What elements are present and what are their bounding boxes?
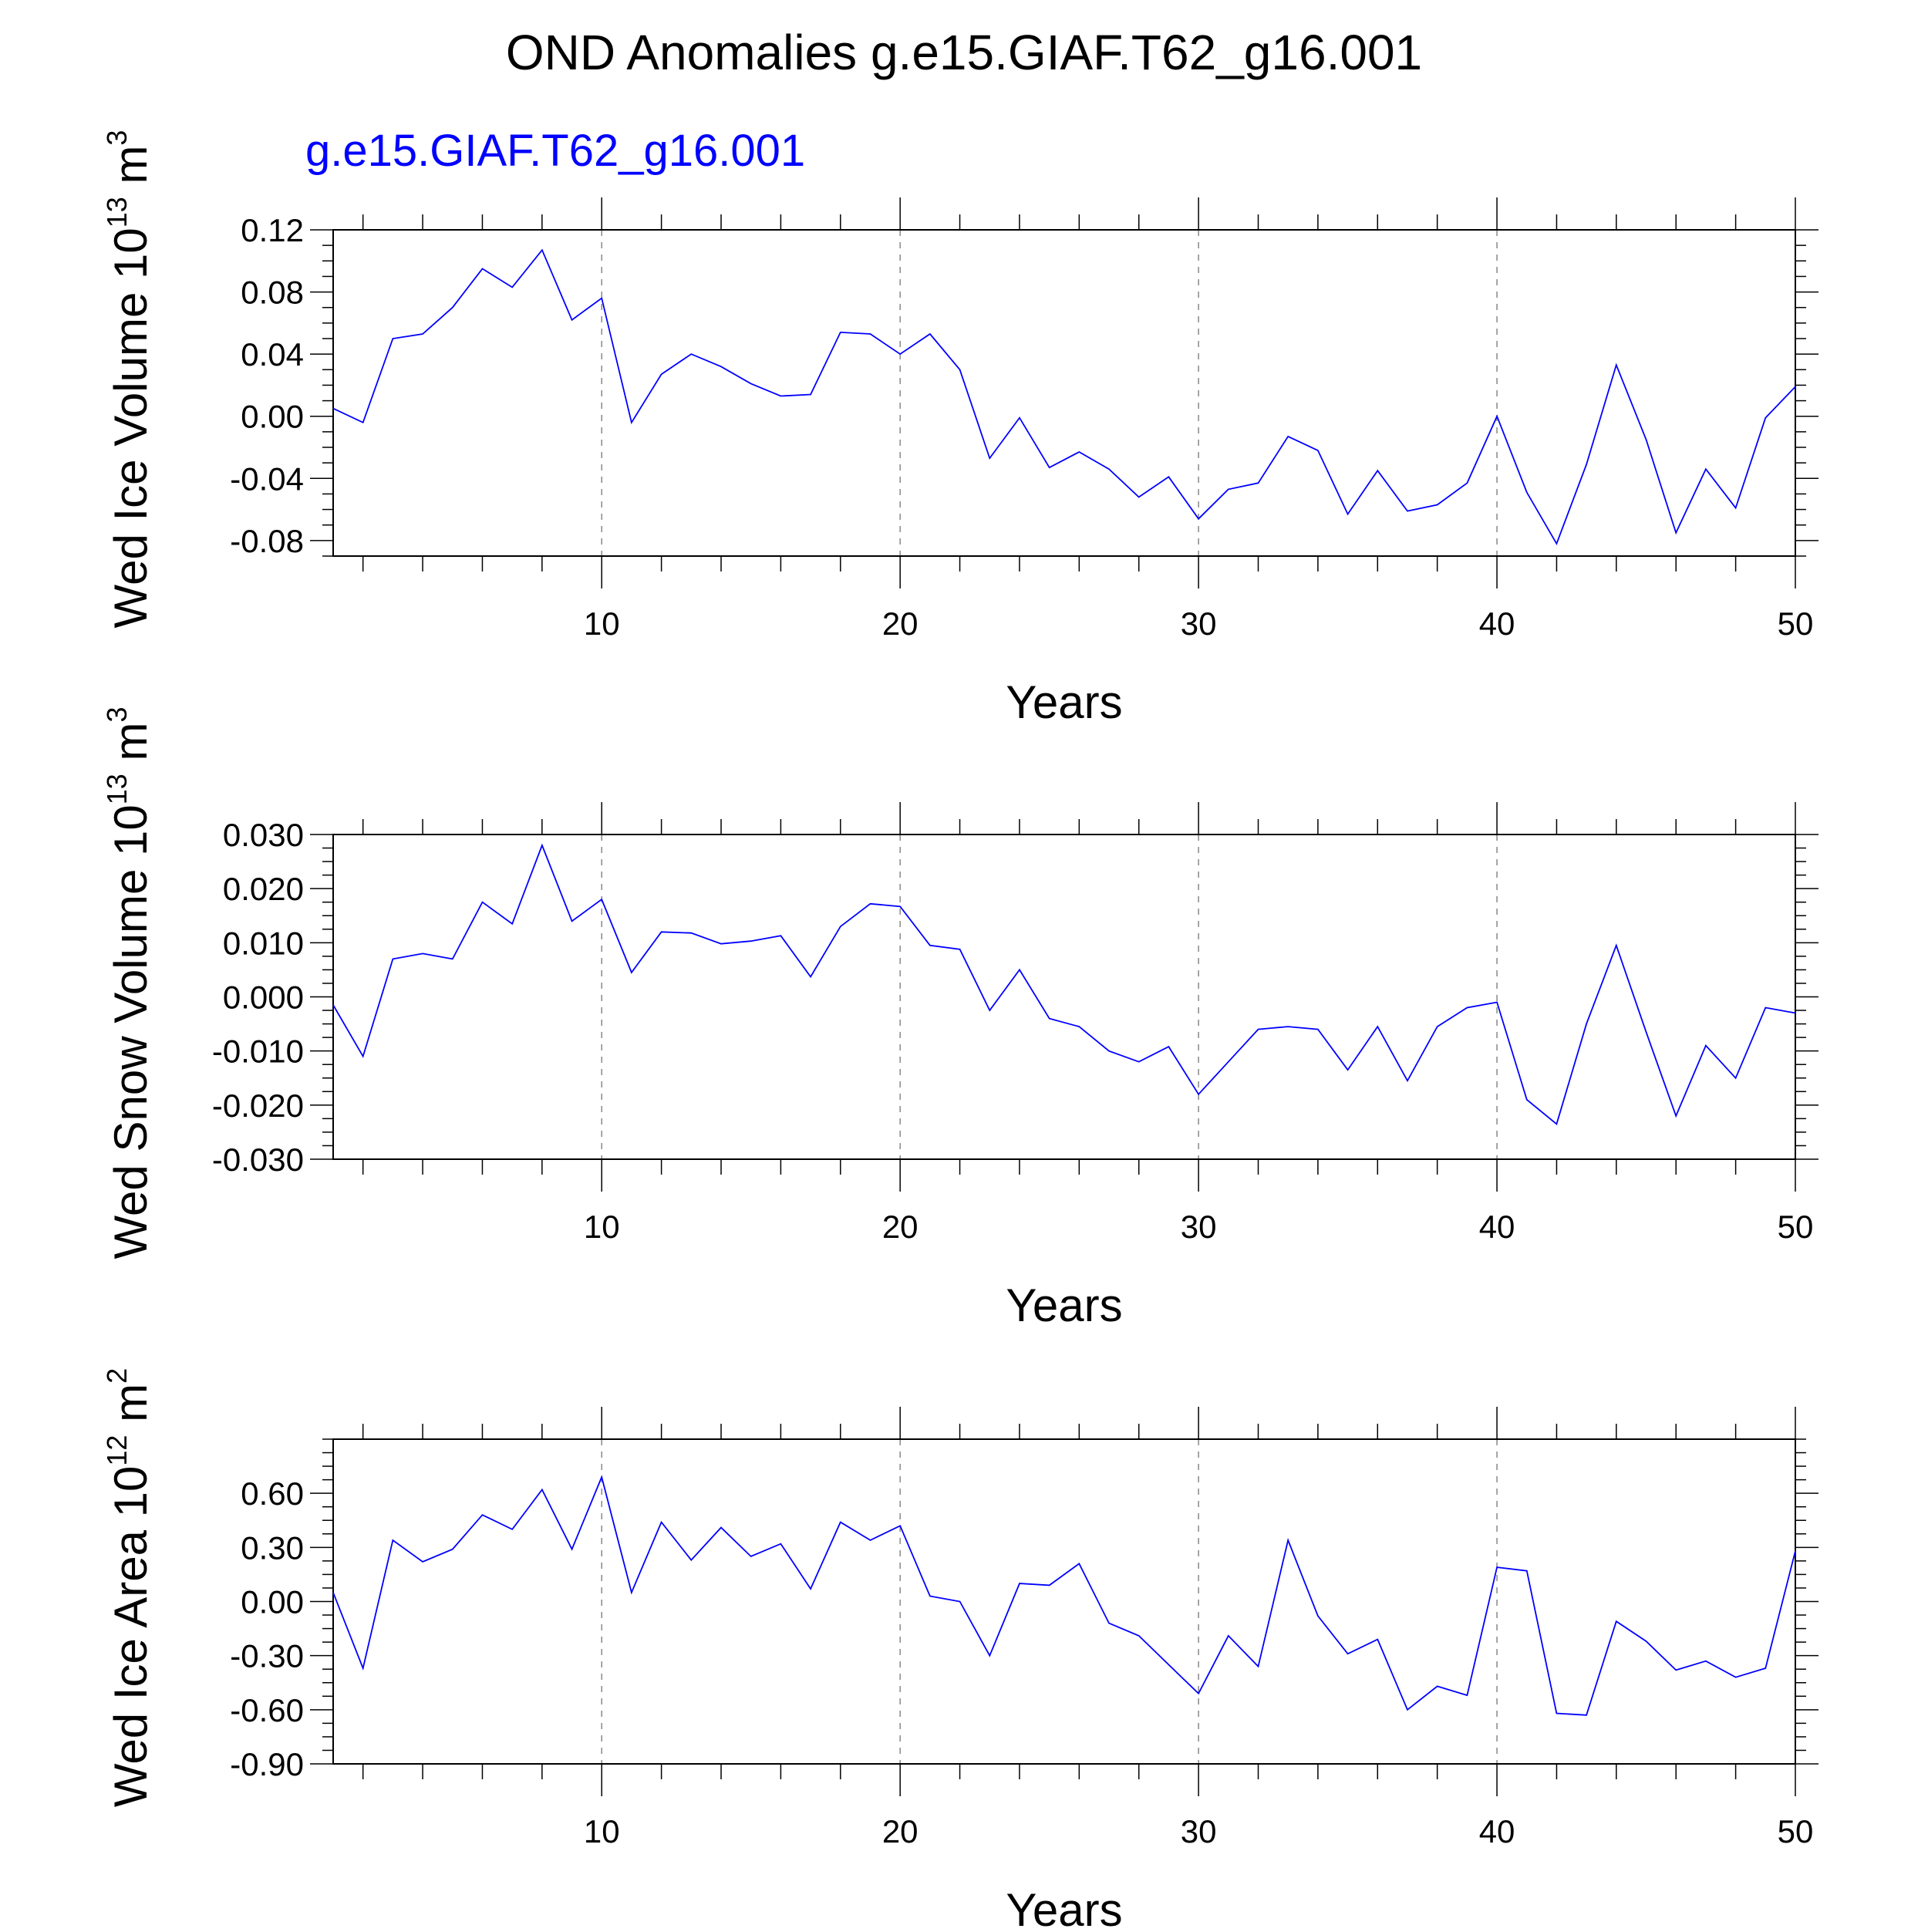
x-tick-label: 50 <box>1778 605 1814 642</box>
series-line <box>332 1475 1796 1716</box>
y-tick-label: 0.010 <box>223 925 304 961</box>
y-tick-label: 0.00 <box>241 399 304 435</box>
x-tick-label: 40 <box>1479 605 1515 642</box>
x-tick-label: 30 <box>1181 1209 1217 1245</box>
y-axis-label: Wed Ice Volume 1013 m3 <box>101 130 157 629</box>
y-tick-label: 0.04 <box>241 336 304 373</box>
y-tick-label: 0.30 <box>241 1529 304 1566</box>
x-tick-label: 50 <box>1778 1813 1814 1849</box>
y-axis-label: Wed Ice Area 1012 m2 <box>101 1368 157 1807</box>
y-tick-label: -0.90 <box>230 1746 304 1782</box>
x-tick-label: 10 <box>584 1813 620 1849</box>
y-tick-label: -0.04 <box>230 460 304 497</box>
y-tick-label: 0.000 <box>223 979 304 1016</box>
x-axis-label: Years <box>1006 1280 1122 1331</box>
y-tick-label: -0.020 <box>212 1087 304 1124</box>
series-line <box>332 248 1796 545</box>
x-tick-label: 30 <box>1181 605 1217 642</box>
x-tick-label: 20 <box>882 1813 918 1849</box>
y-axis-label: Wed Snow Volume 1013 m3 <box>101 707 157 1259</box>
y-tick-label: -0.030 <box>212 1141 304 1178</box>
x-tick-label: 10 <box>584 1209 620 1245</box>
y-tick-label: 0.08 <box>241 275 304 311</box>
x-tick-label: 50 <box>1778 1209 1814 1245</box>
y-tick-label: 0.60 <box>241 1475 304 1512</box>
y-tick-label: 0.00 <box>241 1584 304 1620</box>
y-tick-label: 0.12 <box>241 212 304 248</box>
panel-1: 0.12 0.08 0.04 0.00 -0.04 -0.08 10 20 30 40 50 Year… <box>101 130 1818 728</box>
x-tick-label: 20 <box>882 605 918 642</box>
y-tick-label: 0.020 <box>223 871 304 907</box>
figure-title: OND Anomalies g.e15.GIAF.T62_g16.001 <box>506 25 1422 80</box>
y-tick-label: -0.010 <box>212 1033 304 1070</box>
panel-3: 0.60 0.30 0.00 -0.30 -0.60 -0.90 10 20 30 40 50 Yea… <box>101 1368 1818 1932</box>
plot-frame <box>332 834 1796 1160</box>
y-tick-label: -0.30 <box>230 1638 304 1674</box>
x-tick-label: 40 <box>1479 1813 1515 1849</box>
x-axis-label: Years <box>1006 676 1122 728</box>
x-tick-label: 40 <box>1479 1209 1515 1245</box>
y-tick-label: -0.08 <box>230 523 304 559</box>
x-tick-label: 20 <box>882 1209 918 1245</box>
case-label: g.e15.GIAF.T62_g16.001 <box>305 126 805 176</box>
x-axis-label: Years <box>1006 1884 1122 1928</box>
x-tick-label: 30 <box>1181 1813 1217 1849</box>
y-tick-label: -0.60 <box>230 1692 304 1728</box>
panel-2: 0.030 0.020 0.010 0.000 -0.010 -0.020 -0.030 10… <box>101 707 1818 1331</box>
x-tick-label: 10 <box>584 605 620 642</box>
y-tick-label: 0.030 <box>223 817 304 853</box>
series-line <box>332 843 1796 1125</box>
plot-frame <box>332 229 1796 557</box>
